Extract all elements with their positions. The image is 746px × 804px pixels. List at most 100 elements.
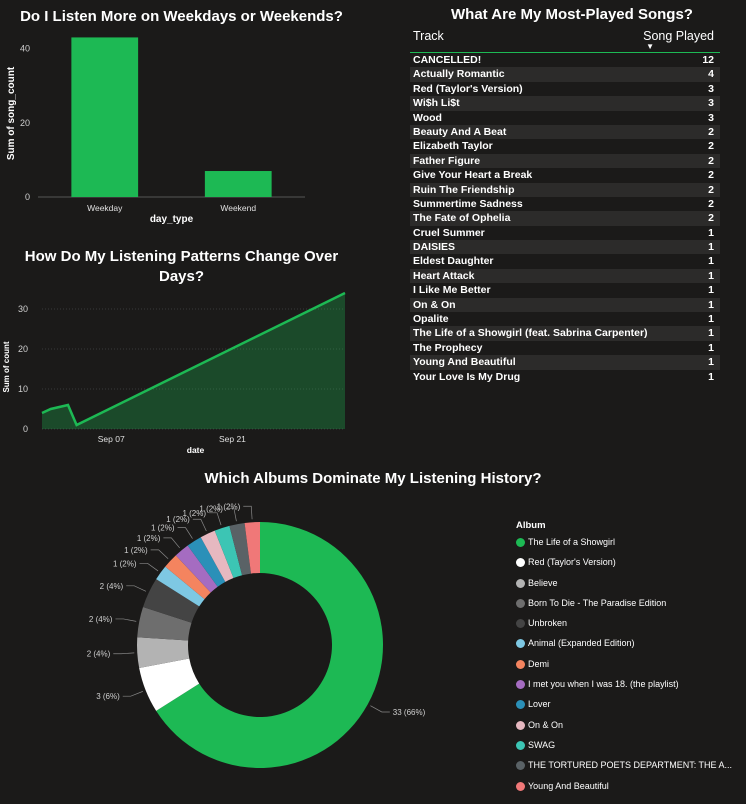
y-axis-title: Sum of song_count (6, 66, 17, 160)
table-body: CANCELLED! 12 Actually Romantic 4 Red (Taylo… (410, 53, 720, 384)
column-header-song-played[interactable]: Song Played (643, 29, 714, 43)
table-row[interactable]: Elizabeth Taylor 2 (410, 139, 720, 153)
song-played-count: 1 (708, 327, 714, 340)
x-axis-title: date (187, 445, 205, 455)
table-row[interactable]: Beauty And A Beat 2 (410, 124, 720, 140)
track-name: Wood (413, 111, 442, 124)
data-label-leader-1 (122, 691, 143, 697)
song-played-count: 4 (708, 68, 714, 81)
legend-item[interactable]: Animal (Expanded Edition) (516, 638, 732, 658)
legend-swatch-icon (516, 639, 525, 649)
song-played-count: 2 (708, 212, 714, 225)
data-label-6: 1 (2%) (124, 546, 148, 555)
x-tick-label-1: Weekend (220, 203, 256, 213)
donut-slice-3 (137, 606, 192, 641)
table-row[interactable]: Ruin The Friendship 2 (410, 182, 720, 197)
legend-item[interactable]: Born To Die - The Paradise Edition (516, 598, 732, 618)
table-row[interactable]: Cruel Summer 1 (410, 226, 720, 240)
track-name: Cruel Summer (413, 226, 485, 239)
y-tick-label-2: 40 (20, 44, 30, 54)
table-row[interactable]: Red (Taylor's Version) 3 (410, 82, 720, 96)
data-label-10: 1 (2%) (182, 509, 206, 518)
legend-item[interactable]: Unbroken (516, 618, 732, 638)
legend-item[interactable]: Believe (516, 578, 732, 598)
y-tick-label-2: 20 (18, 344, 28, 354)
track-name: Heart Attack (413, 269, 475, 282)
track-name: The Prophecy (413, 341, 483, 354)
legend-label: Unbroken (528, 618, 568, 629)
table-row[interactable]: Summertime Sadness 2 (410, 197, 720, 211)
table-row[interactable]: Give Your Heart a Break 2 (410, 168, 720, 182)
table-row[interactable]: Actually Romantic 4 (410, 67, 720, 82)
table-row[interactable]: DAISIES 1 (410, 240, 720, 255)
table-row[interactable]: I Like Me Better 1 (410, 283, 720, 297)
donut-slice-11 (229, 522, 251, 576)
area-chart-title: How Do My Listening Patterns Change Over… (24, 248, 339, 285)
song-played-count: 2 (708, 169, 714, 182)
legend-label: Born To Die - The Paradise Edition (528, 597, 667, 608)
table-title: What Are My Most-Played Songs? (451, 6, 693, 23)
table-row[interactable]: The Life of a Showgirl (feat. Sabrina Ca… (410, 326, 720, 341)
table-row[interactable]: Eldest Daughter 1 (410, 254, 720, 268)
column-header-track[interactable]: Track (413, 29, 444, 43)
song-played-count: 3 (708, 97, 714, 110)
donut-slice-6 (165, 555, 211, 600)
table-row[interactable]: Father Figure 2 (410, 153, 720, 169)
data-label-3: 2 (4%) (89, 615, 113, 624)
table-row[interactable]: Opalite 1 (410, 312, 720, 326)
track-name: Give Your Heart a Break (413, 169, 533, 182)
donut-slice-9 (200, 530, 234, 582)
legend-swatch-icon (516, 578, 525, 588)
data-label-7: 1 (2%) (137, 534, 161, 543)
data-label-leader-4 (126, 585, 147, 592)
track-name: Young And Beautiful (413, 356, 516, 369)
legend-swatch-icon (516, 558, 525, 568)
legend-item[interactable]: THE TORTURED POETS DEPARTMENT: THE A... (516, 760, 732, 780)
donut-slice-8 (187, 537, 226, 587)
legend-label: Lover (528, 699, 551, 710)
y-tick-label-1: 20 (20, 118, 30, 128)
legend-item[interactable]: The Life of a Showgirl (516, 537, 732, 557)
song-played-count: 1 (708, 226, 714, 239)
table-row[interactable]: Wi$h Li$t 3 (410, 96, 720, 111)
song-played-count: 1 (708, 255, 714, 268)
track-name: Father Figure (413, 154, 481, 167)
data-label-leader-6 (150, 549, 169, 560)
data-label-leader-11 (225, 508, 237, 522)
song-played-count: 12 (702, 54, 714, 66)
song-played-count: 1 (708, 356, 714, 369)
song-played-count: 1 (708, 284, 714, 297)
legend-item[interactable]: I met you when I was 18. (the playlist) (516, 679, 732, 699)
legend-item[interactable]: Young And Beautiful (516, 781, 732, 801)
track-name: The Fate of Ophelia (413, 212, 511, 225)
legend-item[interactable]: Red (Taylor's Version) (516, 557, 732, 577)
track-name: Your Love Is My Drug (413, 370, 521, 383)
table-row[interactable]: The Fate of Ophelia 2 (410, 211, 720, 226)
legend-label: I met you when I was 18. (the playlist) (528, 679, 679, 690)
song-played-count: 2 (708, 154, 714, 167)
legend-item[interactable]: On & On (516, 720, 732, 740)
track-name: Red (Taylor's Version) (413, 82, 523, 95)
data-label-8: 1 (2%) (151, 524, 175, 533)
legend-item[interactable]: Lover (516, 699, 732, 719)
table-row[interactable]: Your Love Is My Drug 1 (410, 370, 720, 384)
sort-descending-icon[interactable]: ▼ (646, 42, 654, 51)
song-played-count: 1 (708, 298, 714, 311)
table-row[interactable]: Wood 3 (410, 111, 720, 125)
legend-item[interactable]: SWAG (516, 740, 732, 760)
data-label-0: 33 (66%) (393, 708, 426, 717)
table-row[interactable]: On & On 1 (410, 297, 720, 313)
table-row[interactable]: CANCELLED! 12 (410, 53, 720, 67)
legend-label: THE TORTURED POETS DEPARTMENT: THE A... (528, 760, 733, 771)
song-played-count: 2 (708, 197, 714, 210)
data-label-leader-8 (177, 527, 193, 539)
legend-items: The Life of a Showgirl Red (Taylor's Vers… (516, 537, 732, 801)
table-row[interactable]: Heart Attack 1 (410, 268, 720, 284)
legend-swatch-icon (516, 781, 525, 791)
donut-slice-5 (156, 566, 205, 607)
table-row[interactable]: The Prophecy 1 (410, 341, 720, 355)
track-name: Actually Romantic (413, 68, 505, 81)
legend-item[interactable]: Demi (516, 659, 732, 679)
table-row[interactable]: Young And Beautiful 1 (410, 355, 720, 370)
donut-slice-1 (139, 658, 200, 711)
